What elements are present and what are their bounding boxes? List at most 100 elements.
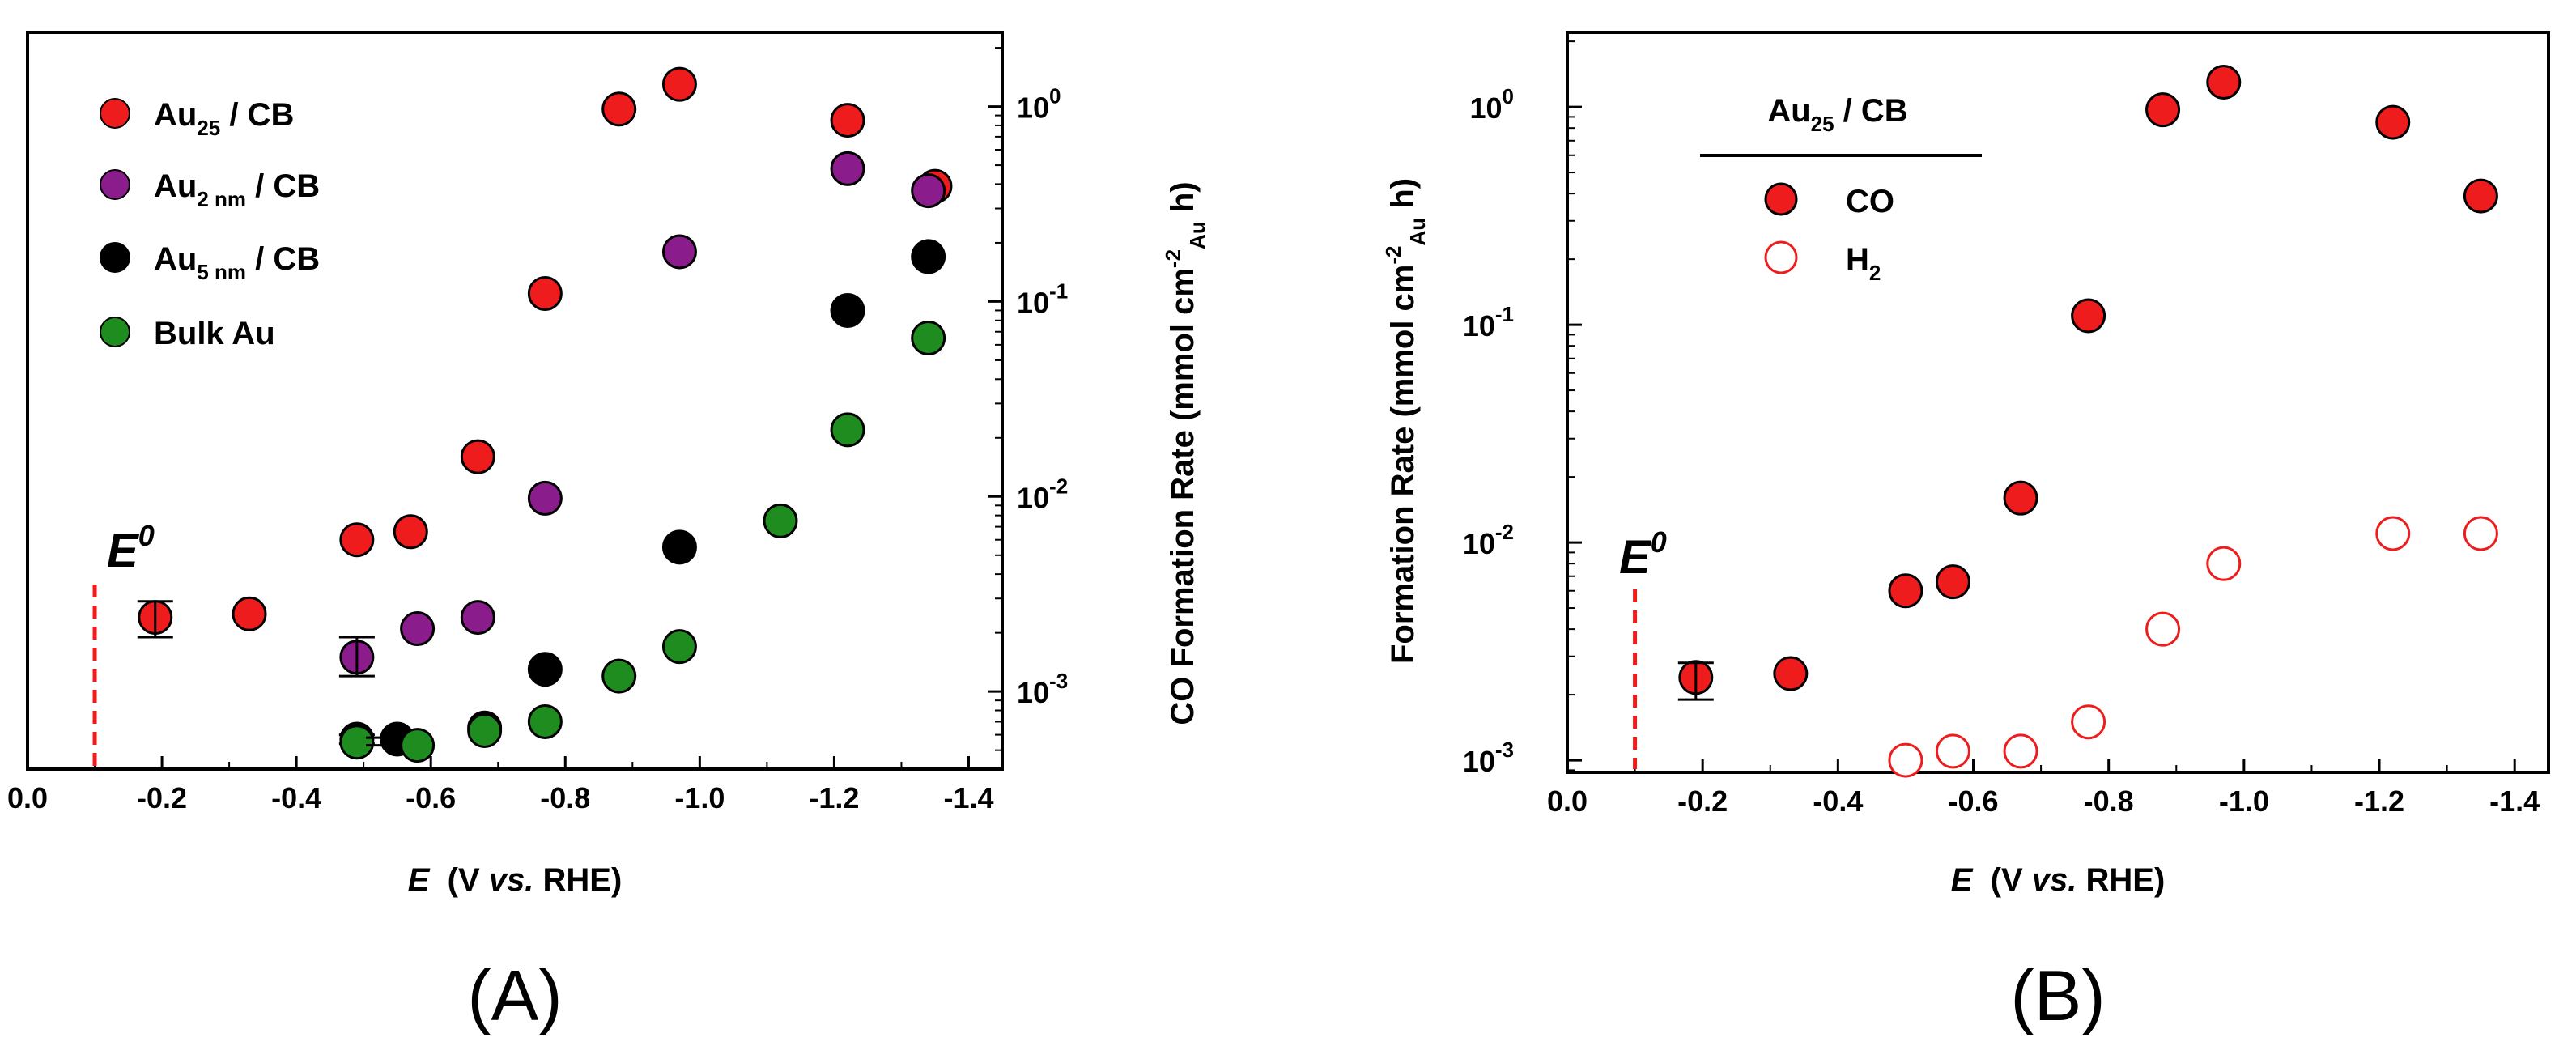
point-co bbox=[2375, 104, 2411, 140]
point-h2 bbox=[2071, 704, 2106, 740]
x-tick-label: -0.6 bbox=[1948, 784, 1998, 818]
x-tick-label: -0.4 bbox=[271, 781, 321, 814]
panel-a-data-points bbox=[137, 66, 953, 763]
point-au5-nm-cb bbox=[830, 292, 865, 328]
panel-b-legend: Au25 / CB CO H2 bbox=[1700, 93, 1982, 285]
point-au2-nm-cb bbox=[400, 611, 436, 647]
panel-b-label: (B) bbox=[2010, 955, 2105, 1035]
x-tick-label: -0.8 bbox=[540, 781, 590, 814]
point-bulk-au bbox=[763, 503, 798, 538]
legend-label-co: CO bbox=[1846, 184, 1894, 219]
x-tick-label: -0.6 bbox=[406, 781, 456, 814]
point-au5-nm-cb bbox=[661, 529, 697, 565]
point-au25-cb bbox=[527, 275, 563, 311]
point-au2-nm-cb bbox=[911, 173, 946, 209]
panel-b-y-axis-title: Formation Rate (mmol cm-2Au h) bbox=[1381, 178, 1430, 664]
point-bulk-au bbox=[601, 658, 637, 694]
point-au25-cb bbox=[601, 91, 637, 127]
panel-a-y-axis-title: CO Formation Rate (mmol cm-2Au h) bbox=[1161, 181, 1209, 725]
point-h2 bbox=[1935, 733, 1970, 769]
point-h2 bbox=[2206, 546, 2242, 581]
error-bar-au25-cb bbox=[137, 600, 173, 639]
panel-b-data-points bbox=[1677, 64, 2498, 778]
point-co bbox=[2071, 298, 2106, 334]
point-bulk-au bbox=[830, 412, 865, 448]
point-au25-cb bbox=[393, 514, 428, 550]
y-tick-label: 10-3 bbox=[1463, 738, 1514, 778]
legend-label-au2nm-cb: Au2 nm / CB bbox=[154, 168, 320, 211]
y-tick-label: 10-1 bbox=[1017, 279, 1068, 319]
point-au2-nm-cb bbox=[830, 151, 865, 186]
x-tick-label: -1.0 bbox=[2219, 784, 2269, 818]
point-co bbox=[1935, 564, 1970, 600]
error-bar-co bbox=[1677, 661, 1714, 701]
point-bulk-au bbox=[661, 629, 697, 665]
point-co bbox=[2206, 64, 2242, 100]
panel-b: 0.0 -0.2 -0.4 -0.6 -0.8 -1.0 -1.2 -1.4 10-3 10-2… bbox=[1381, 31, 2550, 1035]
panel-a-y-ticks: 10-3 10-2 10-1 100 bbox=[988, 47, 1068, 770]
point-au25-cb bbox=[661, 66, 697, 102]
x-tick-label: -0.2 bbox=[137, 781, 187, 814]
point-au25-cb bbox=[339, 522, 375, 558]
point-co bbox=[1888, 573, 1923, 609]
point-co bbox=[1773, 656, 1809, 691]
point-h2 bbox=[1888, 742, 1923, 778]
y-tick-label: 10-2 bbox=[1463, 520, 1514, 560]
panel-a-e0-label: E0 bbox=[107, 519, 155, 577]
point-bulk-au bbox=[467, 712, 503, 748]
legend-marker-au2nm-cb bbox=[100, 169, 130, 200]
panel-a-plot-frame bbox=[26, 31, 1004, 771]
point-h2 bbox=[2463, 516, 2498, 551]
error-bar-bulk-au bbox=[366, 736, 402, 747]
y-tick-label: 100 bbox=[1017, 84, 1061, 125]
point-co bbox=[2145, 92, 2181, 128]
panel-a-e0-superscript: 0 bbox=[138, 519, 155, 552]
x-tick-label: -1.2 bbox=[809, 781, 859, 814]
x-tick-label: 0.0 bbox=[7, 781, 48, 814]
point-bulk-au bbox=[527, 704, 563, 739]
error-bar-au2-nm-cb bbox=[338, 636, 375, 678]
x-tick-label: -0.8 bbox=[2084, 784, 2134, 818]
panel-a-e0-symbol: E bbox=[107, 525, 140, 577]
panel-b-e0-label: E0 bbox=[1619, 525, 1667, 584]
panel-a: 0.0 -0.2 -0.4 -0.6 -0.8 -1.0 -1.2 -1.4 10-3 10-2… bbox=[7, 31, 1209, 1035]
point-bulk-au bbox=[911, 320, 946, 355]
legend-label-au5nm-cb: Au5 nm / CB bbox=[154, 241, 320, 284]
panel-b-x-axis-title: E (V vs. RHE) bbox=[1951, 862, 2166, 898]
panel-b-x-ticks: 0.0 -0.2 -0.4 -0.6 -0.8 -1.0 -1.2 -1.4 bbox=[1547, 759, 2540, 818]
point-bulk-au bbox=[400, 728, 436, 763]
y-tick-label: 10-1 bbox=[1463, 302, 1514, 342]
point-au2-nm-cb bbox=[661, 234, 697, 270]
legend-title-au25-cb: Au25 / CB bbox=[1767, 93, 1907, 136]
y-tick-label: 10-3 bbox=[1017, 669, 1068, 709]
x-tick-label: -0.4 bbox=[1813, 784, 1863, 818]
panel-b-e0-symbol: E bbox=[1619, 531, 1652, 584]
legend-marker-au25-cb bbox=[100, 98, 130, 129]
point-co bbox=[2003, 480, 2038, 516]
legend-marker-h2 bbox=[1764, 240, 1798, 274]
x-tick-label: -0.2 bbox=[1677, 784, 1728, 818]
point-h2 bbox=[2145, 611, 2181, 647]
panel-a-x-axis-title: E (V vs. RHE) bbox=[408, 862, 623, 898]
panel-b-e0-superscript: 0 bbox=[1651, 525, 1667, 559]
panel-a-x-ticks: 0.0 -0.2 -0.4 -0.6 -0.8 -1.0 -1.2 -1.4 bbox=[7, 756, 994, 814]
x-tick-label: -1.4 bbox=[943, 781, 993, 814]
point-au25-cb bbox=[830, 103, 865, 138]
point-h2 bbox=[2375, 516, 2411, 551]
point-au25-cb bbox=[232, 596, 267, 631]
x-tick-label: -1.2 bbox=[2354, 784, 2404, 818]
y-tick-label: 10-2 bbox=[1017, 474, 1068, 514]
point-au2-nm-cb bbox=[527, 480, 563, 516]
panel-a-legend: Au25 / CB Au2 nm / CB Au5 nm / CB Bulk A… bbox=[100, 97, 320, 351]
point-bulk-au bbox=[339, 725, 375, 760]
x-tick-label: 0.0 bbox=[1547, 784, 1588, 818]
legend-marker-bulk-au bbox=[100, 317, 130, 347]
y-tick-label: 100 bbox=[1469, 84, 1514, 125]
panel-b-plot-frame bbox=[1566, 31, 2550, 774]
panel-b-y-ticks: 10-3 10-2 10-1 100 bbox=[1463, 40, 1582, 778]
legend-marker-au5nm-cb bbox=[100, 242, 130, 273]
legend-label-au25-cb: Au25 / CB bbox=[154, 97, 294, 140]
panel-a-label: (A) bbox=[467, 955, 562, 1035]
legend-label-bulk-au: Bulk Au bbox=[154, 316, 275, 351]
